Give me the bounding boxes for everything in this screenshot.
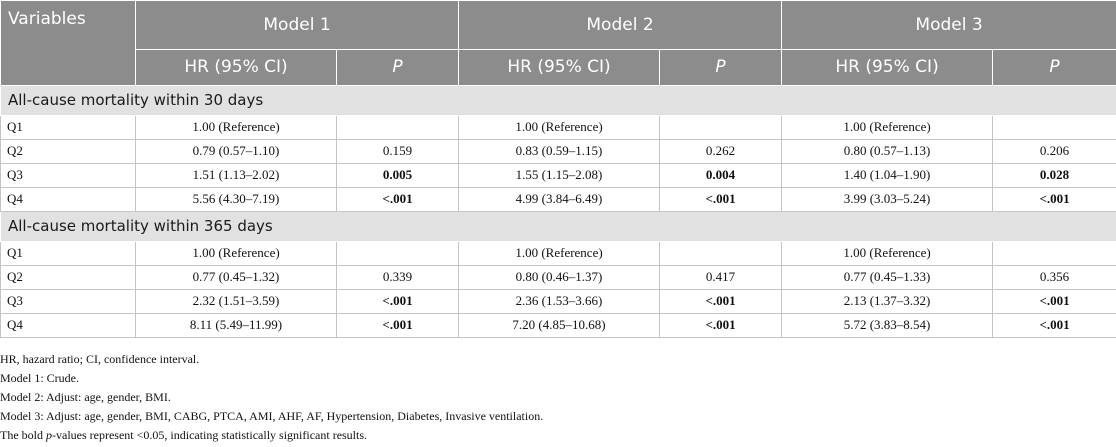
p-cell: 0.206 xyxy=(992,138,1116,164)
table-row: Q2 0.77 (0.45–1.32) 0.339 0.80 (0.46–1.3… xyxy=(0,264,1116,290)
table-row: Q3 2.32 (1.51–3.59) <.001 2.36 (1.53–3.6… xyxy=(0,288,1116,314)
p-cell: 0.262 xyxy=(659,138,783,164)
table-row: Q3 1.51 (1.13–2.02) 0.005 1.55 (1.15–2.0… xyxy=(0,162,1116,188)
table-row: Q1 1.00 (Reference) 1.00 (Reference) 1.0… xyxy=(0,114,1116,140)
hr-cell: 0.80 (0.57–1.13) xyxy=(781,138,994,164)
quartile-label: Q2 xyxy=(0,138,136,164)
header-row-models: Variables Model 1 Model 2 Model 3 xyxy=(0,0,1116,50)
hr-ci-header: HR (95% CI) xyxy=(781,48,994,86)
table-footnotes: HR, hazard ratio; CI, confidence interva… xyxy=(0,350,543,445)
p-cell-significant: <.001 xyxy=(992,288,1116,314)
p-cell xyxy=(659,240,783,266)
hr-cell: 0.77 (0.45–1.33) xyxy=(781,264,994,290)
p-cell-significant: 0.028 xyxy=(992,162,1116,188)
hr-cell: 0.79 (0.57–1.10) xyxy=(135,138,337,164)
footnote-significance-tail: -values represent <0.05, indicating stat… xyxy=(52,428,368,442)
hr-cell: 0.83 (0.59–1.15) xyxy=(458,138,661,164)
p-cell: 0.356 xyxy=(992,264,1116,290)
model-2-header: Model 2 xyxy=(458,0,783,50)
model-3-header: Model 3 xyxy=(781,0,1116,50)
hr-cell: 1.00 (Reference) xyxy=(458,240,661,266)
hr-cell: 3.99 (3.03–5.24) xyxy=(781,186,994,212)
hr-cell: 1.00 (Reference) xyxy=(135,114,337,140)
section-title: All-cause mortality within 30 days xyxy=(0,84,1116,116)
p-cell-significant: <.001 xyxy=(659,288,783,314)
quartile-label: Q1 xyxy=(0,114,136,140)
hazard-ratio-table: Variables Model 1 Model 2 Model 3 HR (95… xyxy=(0,0,1116,338)
p-cell-significant: <.001 xyxy=(335,288,460,314)
hr-cell: 0.77 (0.45–1.32) xyxy=(135,264,337,290)
footnote-significance-p: p xyxy=(46,428,52,442)
p-cell xyxy=(335,114,460,140)
footnote-significance-lead: The bold xyxy=(0,428,46,442)
p-cell-significant: <.001 xyxy=(992,186,1116,212)
p-cell: 0.159 xyxy=(335,138,460,164)
table-row: Q2 0.79 (0.57–1.10) 0.159 0.83 (0.59–1.1… xyxy=(0,138,1116,164)
table-row: Q4 8.11 (5.49–11.99) <.001 7.20 (4.85–10… xyxy=(0,312,1116,338)
quartile-label: Q2 xyxy=(0,264,136,290)
hr-cell: 1.00 (Reference) xyxy=(135,240,337,266)
p-cell xyxy=(992,114,1116,140)
variables-header: Variables xyxy=(0,0,136,49)
hr-cell: 8.11 (5.49–11.99) xyxy=(135,312,337,338)
quartile-label: Q4 xyxy=(0,186,136,212)
p-value-header: P xyxy=(335,48,460,86)
p-cell-significant: <.001 xyxy=(335,186,460,212)
hr-cell: 1.00 (Reference) xyxy=(458,114,661,140)
footnote-abbreviations: HR, hazard ratio; CI, confidence interva… xyxy=(0,352,200,366)
p-cell-significant: 0.005 xyxy=(335,162,460,188)
p-value-header: P xyxy=(992,48,1116,86)
model-1-header: Model 1 xyxy=(134,0,460,50)
footnote-model-2: Model 2: Adjust: age, gender, BMI. xyxy=(0,390,171,404)
p-cell-significant: <.001 xyxy=(659,312,783,338)
section-header-365-days: All-cause mortality within 365 days xyxy=(0,210,1116,242)
p-cell xyxy=(659,114,783,140)
p-cell-significant: <.001 xyxy=(992,312,1116,338)
p-cell: 0.339 xyxy=(335,264,460,290)
hr-cell: 0.80 (0.46–1.37) xyxy=(458,264,661,290)
hr-cell: 1.55 (1.15–2.08) xyxy=(458,162,661,188)
footnote-model-3: Model 3: Adjust: age, gender, BMI, CABG,… xyxy=(0,409,544,423)
p-cell xyxy=(335,240,460,266)
hr-ci-header: HR (95% CI) xyxy=(135,48,337,86)
hr-cell: 2.32 (1.51–3.59) xyxy=(135,288,337,314)
hr-cell: 1.00 (Reference) xyxy=(781,114,994,140)
hr-cell: 5.56 (4.30–7.19) xyxy=(135,186,337,212)
p-value-header: P xyxy=(659,48,783,86)
hr-cell: 4.99 (3.84–6.49) xyxy=(458,186,661,212)
p-cell-significant: 0.004 xyxy=(659,162,783,188)
quartile-label: Q3 xyxy=(0,288,136,314)
footnote-model-1: Model 1: Crude. xyxy=(0,371,79,385)
p-cell xyxy=(992,240,1116,266)
section-header-30-days: All-cause mortality within 30 days xyxy=(0,84,1116,116)
variables-header-spacer xyxy=(0,49,136,86)
quartile-label: Q4 xyxy=(0,312,136,338)
hr-ci-header: HR (95% CI) xyxy=(458,48,661,86)
p-cell-significant: <.001 xyxy=(659,186,783,212)
results-table-container: Variables Model 1 Model 2 Model 3 HR (95… xyxy=(0,0,1116,338)
hr-cell: 1.00 (Reference) xyxy=(781,240,994,266)
hr-cell: 1.40 (1.04–1.90) xyxy=(781,162,994,188)
quartile-label: Q3 xyxy=(0,162,136,188)
hr-cell: 7.20 (4.85–10.68) xyxy=(458,312,661,338)
table-row: Q1 1.00 (Reference) 1.00 (Reference) 1.0… xyxy=(0,240,1116,266)
hr-cell: 5.72 (3.83–8.54) xyxy=(781,312,994,338)
header-row-columns: HR (95% CI) P HR (95% CI) P HR (95% CI) … xyxy=(0,48,1116,86)
hr-cell: 2.13 (1.37–3.32) xyxy=(781,288,994,314)
hr-cell: 2.36 (1.53–3.66) xyxy=(458,288,661,314)
table-row: Q4 5.56 (4.30–7.19) <.001 4.99 (3.84–6.4… xyxy=(0,186,1116,212)
hr-cell: 1.51 (1.13–2.02) xyxy=(135,162,337,188)
footnote-significance: The bold p-values represent <0.05, indic… xyxy=(0,426,543,445)
section-title: All-cause mortality within 365 days xyxy=(0,210,1116,242)
quartile-label: Q1 xyxy=(0,240,136,266)
p-cell-significant: <.001 xyxy=(335,312,460,338)
p-cell: 0.417 xyxy=(659,264,783,290)
